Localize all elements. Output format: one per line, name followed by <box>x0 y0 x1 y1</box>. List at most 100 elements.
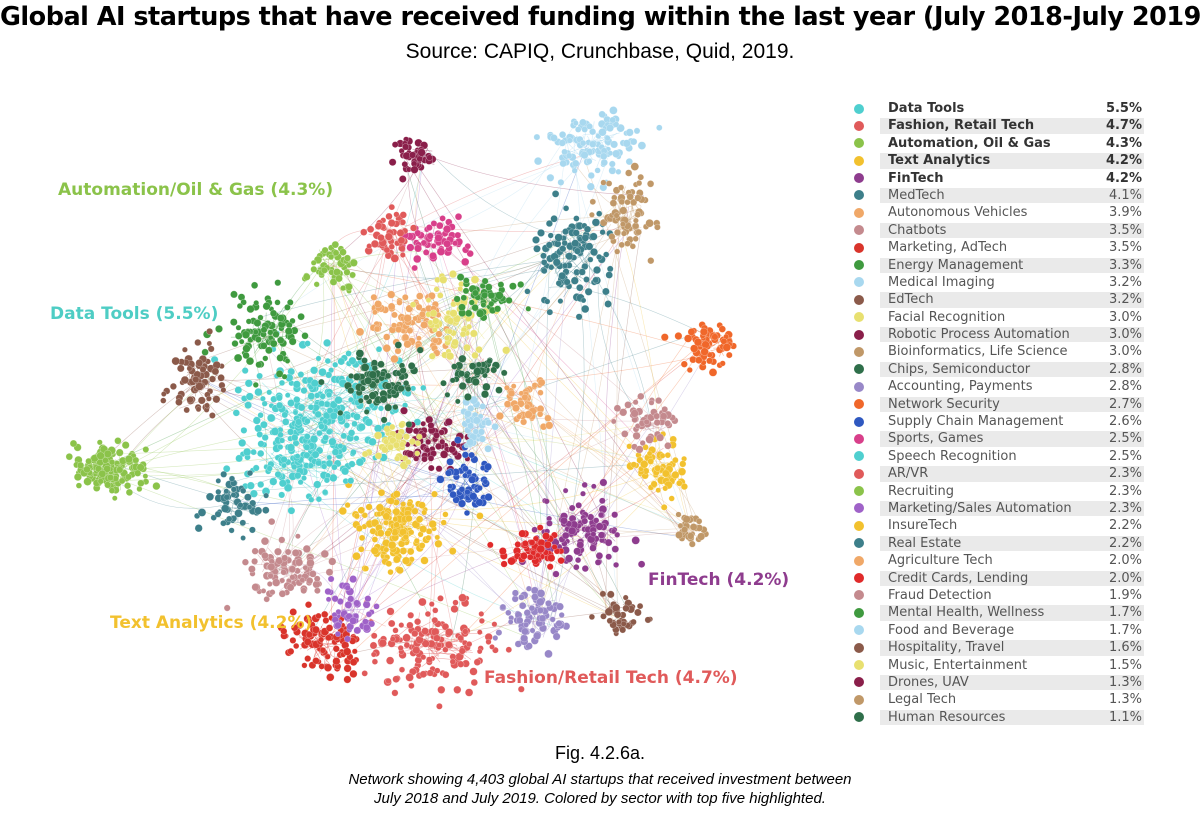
startup-node <box>228 527 235 534</box>
startup-node <box>559 245 567 253</box>
startup-node <box>283 483 293 492</box>
startup-node <box>186 396 194 404</box>
network-edge <box>573 144 621 623</box>
legend-sector-name: Text Analytics <box>888 153 991 169</box>
legend-sector-share: 2.3% <box>1108 500 1142 516</box>
startup-node <box>257 449 265 458</box>
startup-node <box>307 392 316 401</box>
startup-node <box>530 549 537 556</box>
startup-node <box>353 412 361 421</box>
startup-node <box>407 362 416 370</box>
startup-node <box>242 344 251 353</box>
startup-node <box>341 467 350 476</box>
startup-node <box>557 298 564 305</box>
startup-node <box>401 161 408 168</box>
startup-node <box>557 179 565 186</box>
legend-item: Credit Cards, Lending 2.0% <box>848 570 1144 587</box>
startup-node <box>284 327 293 336</box>
startup-node <box>132 456 140 464</box>
startup-node <box>586 182 595 191</box>
startup-node <box>475 498 484 507</box>
startup-node <box>366 243 373 250</box>
legend-item: Chatbots 3.5% <box>848 222 1144 239</box>
startup-node <box>476 648 483 655</box>
startup-node <box>546 308 554 316</box>
network-edge <box>275 385 335 417</box>
startup-node <box>361 670 368 677</box>
startup-node <box>471 378 480 387</box>
legend-sector-share: 2.6% <box>1108 414 1142 430</box>
startup-node <box>180 375 189 385</box>
startup-node <box>392 516 399 523</box>
startup-node <box>531 526 538 533</box>
legend-color-dot <box>854 486 864 497</box>
startup-node <box>388 619 396 628</box>
startup-node <box>436 221 444 230</box>
startup-node <box>300 587 307 595</box>
startup-node <box>332 249 340 257</box>
startup-node <box>683 334 693 343</box>
startup-node <box>186 365 193 372</box>
startup-node <box>475 346 483 354</box>
startup-node <box>378 638 387 648</box>
startup-node <box>480 301 487 308</box>
legend-sector-share: 4.7% <box>1105 118 1142 134</box>
startup-node <box>268 518 276 526</box>
startup-node <box>325 459 334 468</box>
startup-node <box>463 393 472 401</box>
startup-node <box>121 441 130 449</box>
startup-node <box>452 240 459 247</box>
startup-node <box>589 232 598 241</box>
startup-node <box>421 627 429 635</box>
startup-node <box>313 480 322 489</box>
network-edge <box>582 135 585 139</box>
startup-node <box>206 340 213 347</box>
startup-node <box>269 589 276 596</box>
startup-node <box>500 369 508 377</box>
startup-node <box>387 497 395 505</box>
startup-node <box>458 593 467 602</box>
startup-node <box>286 299 294 306</box>
startup-node <box>581 517 589 525</box>
startup-node <box>475 361 482 368</box>
startup-node <box>315 355 322 362</box>
startup-node <box>446 328 453 335</box>
startup-node <box>520 418 528 426</box>
startup-node <box>402 556 411 565</box>
startup-node <box>240 299 247 306</box>
startup-node <box>257 440 265 448</box>
startup-node <box>194 339 202 347</box>
network-edge <box>469 384 615 614</box>
startup-node <box>647 458 655 465</box>
startup-node <box>205 395 212 402</box>
startup-node <box>632 431 641 440</box>
legend-sector-share: 3.2% <box>1108 274 1142 290</box>
startup-node <box>406 621 414 629</box>
startup-node <box>708 368 718 377</box>
startup-node <box>331 464 338 471</box>
startup-node <box>659 412 668 421</box>
legend-sector-name: Autonomous Vehicles <box>888 205 1028 221</box>
startup-node <box>274 470 282 478</box>
startup-node <box>396 299 403 306</box>
startup-node <box>430 220 438 227</box>
startup-node <box>291 548 300 557</box>
startup-node <box>344 584 351 591</box>
startup-node <box>425 224 433 232</box>
startup-node <box>448 547 457 555</box>
startup-node <box>385 677 392 685</box>
startup-node <box>602 287 610 296</box>
startup-node <box>523 621 529 628</box>
startup-node <box>561 240 568 247</box>
startup-node <box>687 532 695 540</box>
legend-item: FinTech 4.2% <box>848 170 1144 187</box>
startup-node <box>612 149 621 158</box>
startup-node <box>215 478 222 484</box>
startup-node <box>358 534 366 542</box>
startup-node <box>344 413 352 420</box>
startup-node <box>433 634 441 642</box>
startup-node <box>456 273 465 281</box>
startup-node <box>473 367 482 376</box>
startup-node <box>625 169 633 177</box>
startup-node <box>368 437 377 447</box>
